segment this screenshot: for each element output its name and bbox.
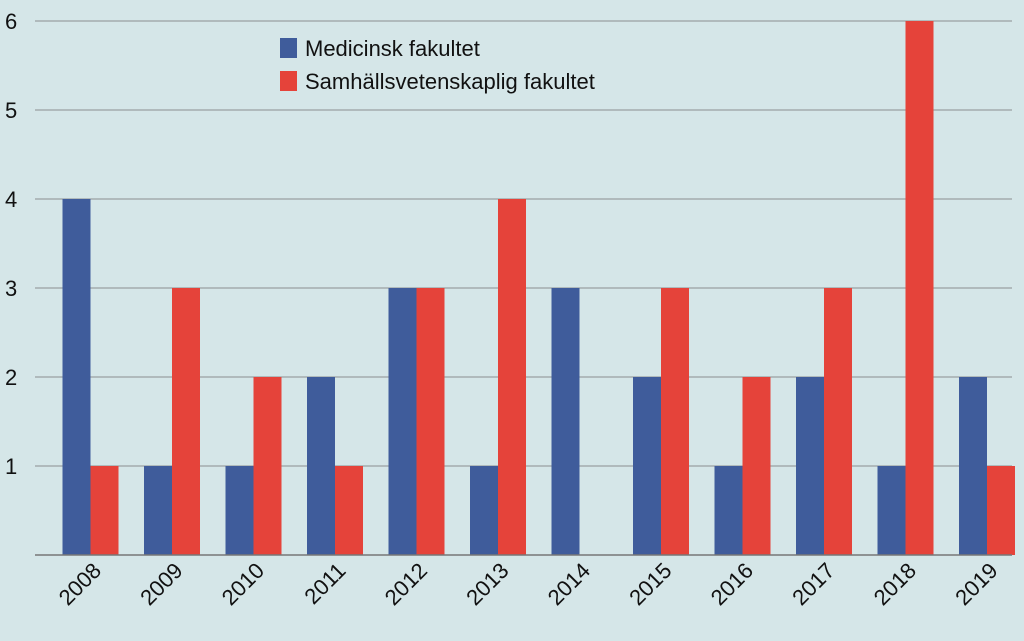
x-tick-label: 2012 xyxy=(380,558,432,610)
bar-samhallsvetenskaplig-2011 xyxy=(335,466,363,555)
x-tick-label: 2013 xyxy=(461,558,513,610)
x-tick-label: 2009 xyxy=(135,558,187,610)
bar-medicinsk-2013 xyxy=(470,466,498,555)
bar-samhallsvetenskaplig-2019 xyxy=(987,466,1015,555)
bar-samhallsvetenskaplig-2018 xyxy=(905,21,934,555)
bar-samhallsvetenskaplig-2017 xyxy=(824,288,852,555)
legend-swatch-samhallsvetenskaplig xyxy=(280,71,297,91)
x-tick-label: 2011 xyxy=(299,558,350,609)
bar-samhallsvetenskaplig-2008 xyxy=(90,466,119,555)
bar-samhallsvetenskaplig-2012 xyxy=(416,288,445,555)
bar-medicinsk-2016 xyxy=(714,466,743,555)
y-tick-label: 5 xyxy=(5,98,17,123)
bar-samhallsvetenskaplig-2016 xyxy=(742,377,771,555)
y-tick-label: 3 xyxy=(5,276,17,301)
x-tick-label: 2014 xyxy=(543,558,595,610)
x-tick-label: 2010 xyxy=(217,558,269,610)
legend-label-samhallsvetenskaplig: Samhällsvetenskaplig fakultet xyxy=(305,69,595,94)
x-tick-label: 2015 xyxy=(624,558,676,610)
x-tick-label: 2008 xyxy=(54,558,106,610)
bar-medicinsk-2014 xyxy=(551,288,580,555)
y-axis-tick-labels: 1 2 3 4 5 6 xyxy=(5,9,17,479)
x-tick-label: 2016 xyxy=(706,558,758,610)
x-tick-label: 2017 xyxy=(787,558,839,610)
bar-medicinsk-2015 xyxy=(633,377,661,555)
bar-samhallsvetenskaplig-2013 xyxy=(498,199,526,555)
bar-medicinsk-2012 xyxy=(388,288,417,555)
y-tick-label: 6 xyxy=(5,9,17,34)
legend-label-medicinsk: Medicinsk fakultet xyxy=(305,36,480,61)
bar-medicinsk-2010 xyxy=(225,466,254,555)
bar-medicinsk-2011 xyxy=(307,377,335,555)
y-tick-label: 1 xyxy=(5,454,17,479)
x-axis-tick-labels: 2008 2009 2010 2011 2012 2013 2014 2015 2016 2017… xyxy=(54,558,1003,610)
bar-medicinsk-2009 xyxy=(144,466,172,555)
bar-samhallsvetenskaplig-2009 xyxy=(172,288,200,555)
bar-medicinsk-2017 xyxy=(796,377,824,555)
bar-samhallsvetenskaplig-2010 xyxy=(253,377,282,555)
legend: Medicinsk fakultet Samhällsvetenskaplig … xyxy=(280,36,595,94)
y-tick-label: 2 xyxy=(5,365,17,390)
x-tick-label: 2019 xyxy=(950,558,1002,610)
x-tick-label: 2018 xyxy=(869,558,921,610)
bar-medicinsk-2019 xyxy=(959,377,987,555)
bar-samhallsvetenskaplig-2015 xyxy=(661,288,689,555)
bars xyxy=(62,21,1015,555)
legend-swatch-medicinsk xyxy=(280,38,297,58)
y-tick-label: 4 xyxy=(5,187,17,212)
bar-medicinsk-2008 xyxy=(62,199,91,555)
bar-medicinsk-2018 xyxy=(877,466,906,555)
